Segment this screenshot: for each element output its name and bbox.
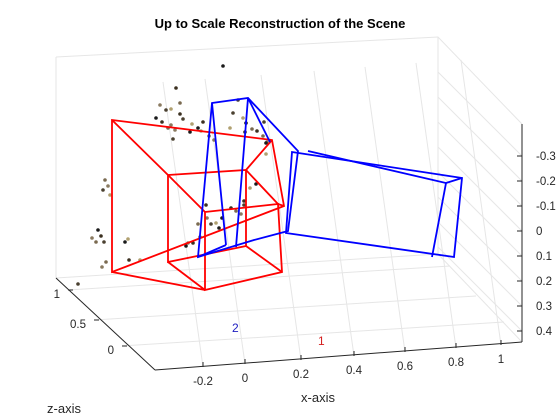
point	[160, 120, 164, 124]
x-grid-line	[314, 71, 354, 356]
point	[178, 112, 182, 116]
z-grid-line	[94, 296, 476, 320]
y-grid-line	[438, 97, 522, 181]
point	[94, 240, 98, 244]
point	[106, 184, 110, 188]
y-grid-line	[438, 147, 522, 231]
point	[228, 126, 232, 130]
x-grid-line	[416, 63, 456, 348]
point	[196, 126, 200, 130]
point	[209, 222, 213, 226]
point	[127, 258, 131, 262]
point	[250, 127, 254, 131]
point	[255, 129, 259, 133]
point	[126, 237, 130, 241]
camera-1-edges	[112, 120, 284, 290]
point	[96, 228, 100, 232]
y-tick-label: 0.3	[536, 301, 552, 313]
point	[102, 240, 106, 244]
z-axis-label: z-axis	[47, 401, 81, 416]
y-tick-label: -0.2	[536, 176, 556, 188]
camera-1	[112, 120, 284, 290]
point	[262, 120, 266, 124]
point	[239, 212, 243, 216]
grid-lines	[68, 60, 522, 367]
y-grid-line	[438, 222, 522, 306]
point	[234, 209, 238, 213]
x-tick-label: 0.6	[397, 361, 413, 373]
x-axis-line	[155, 342, 522, 370]
x-tick-label: 1	[498, 354, 504, 366]
point	[103, 178, 107, 182]
point	[196, 222, 200, 226]
box-back-bottom	[56, 254, 438, 278]
point	[76, 282, 80, 286]
camera-2-label: 2	[232, 321, 239, 335]
point	[164, 108, 168, 112]
chart-title: Up to Scale Reconstruction of the Scene	[155, 16, 406, 31]
point	[248, 186, 252, 190]
point	[169, 123, 173, 127]
point	[90, 236, 94, 240]
point	[101, 188, 105, 192]
y-grid-line	[438, 197, 522, 281]
x-tick-label: 0	[242, 373, 248, 385]
y-grid-line	[438, 247, 522, 331]
camera-2	[198, 98, 462, 257]
point	[169, 107, 173, 111]
camera-1-body-mid	[168, 170, 246, 262]
tick-labels: -0.2 0 0.2 0.4 0.6 0.8 1 -0.3 -0.2 -0.1 0 0.1 0.2 0.3…	[54, 151, 556, 388]
point	[158, 103, 162, 107]
x-tick-label: 0.2	[293, 369, 309, 381]
point	[241, 116, 245, 120]
point	[190, 122, 194, 126]
point	[261, 134, 265, 138]
y-grid-line	[438, 72, 522, 156]
point	[178, 101, 182, 105]
y-tick-label: 0	[536, 226, 542, 238]
point	[104, 260, 108, 264]
z-tick-label: 0.5	[70, 319, 86, 331]
x-tick-label: 0.4	[346, 365, 363, 377]
point	[100, 265, 104, 269]
point	[221, 64, 225, 68]
y-tick-label: -0.1	[536, 201, 556, 213]
z-tick-label: 1	[54, 289, 60, 301]
camera-2-inner-edges	[198, 98, 270, 257]
point	[214, 221, 218, 225]
point	[181, 117, 185, 121]
camera-1-label: 1	[318, 334, 325, 348]
x-grid-line	[461, 60, 501, 345]
point	[217, 226, 221, 230]
point	[204, 203, 208, 207]
point	[99, 234, 103, 238]
y-tick-label: 0.4	[536, 326, 553, 338]
point	[154, 116, 158, 120]
point	[174, 86, 178, 90]
z-grid-line	[122, 322, 504, 346]
point	[201, 120, 205, 124]
y-tick-label: -0.3	[536, 151, 556, 163]
x-axis-label: x-axis	[301, 390, 335, 405]
y-tick-label: 0.2	[536, 276, 552, 288]
point	[123, 240, 127, 244]
x-tick-label: 0.8	[448, 357, 464, 369]
y-tick-label: 0.1	[536, 251, 552, 263]
z-tick-label: 0	[108, 345, 114, 357]
point	[264, 152, 268, 156]
x-grid-line	[365, 67, 405, 352]
x-tick-label: -0.2	[193, 376, 213, 388]
y-grid-line	[438, 172, 522, 256]
point	[231, 111, 235, 115]
point	[171, 137, 175, 141]
